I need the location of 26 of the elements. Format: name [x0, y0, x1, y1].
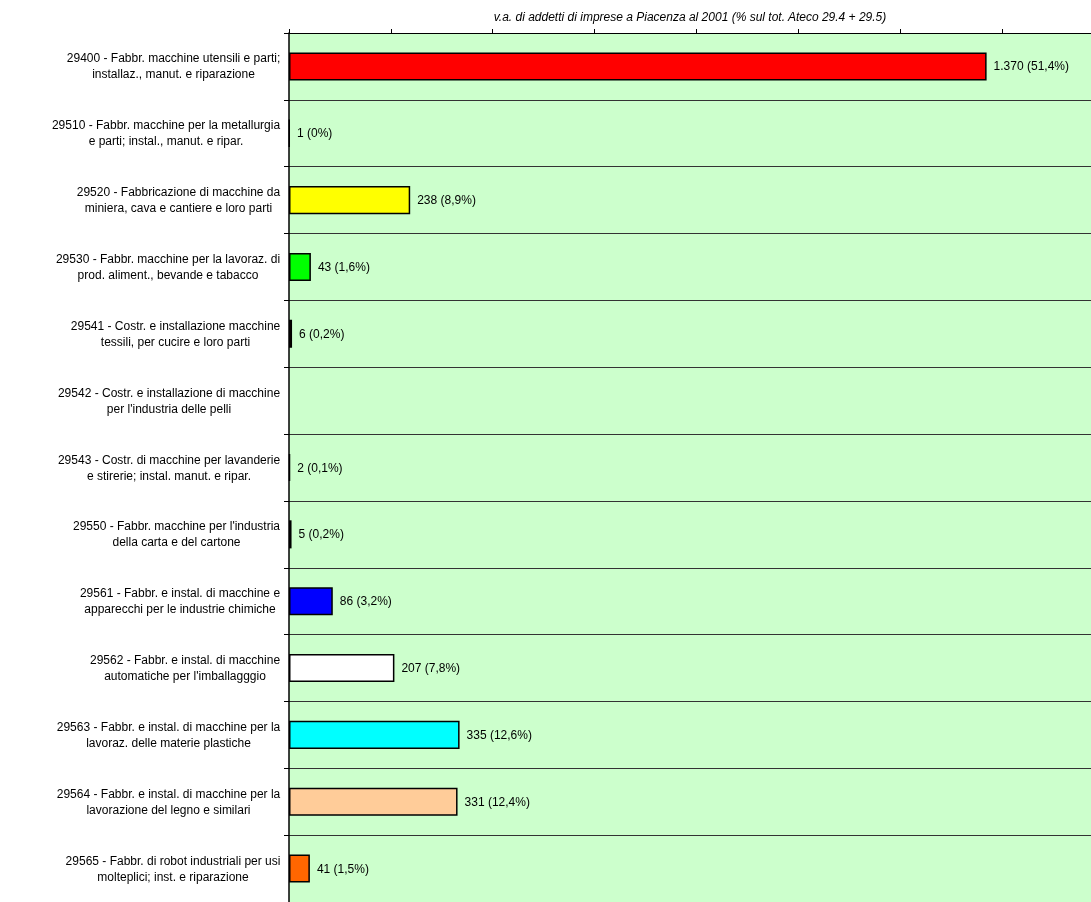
data-label: 238 (8,9%) [417, 193, 476, 208]
data-label: 207 (7,8%) [401, 661, 461, 676]
y-tick-label: 29564 - Fabbr. e instal. di macchine per la lavorazione del legno e similari [56, 786, 281, 817]
y-tick-label: 29520 - Fabbricazione di macchine da miniera, cava e cantiere e loro parti [76, 185, 281, 216]
data-label: 2 (0,1%) [297, 460, 343, 475]
data-label: 6 (0,2%) [299, 326, 345, 341]
y-tick-label: 29562 - Fabbr. e instal. di macchine automatiche per l'imballagggio [89, 653, 281, 684]
y-tick-label: 29510 - Fabbr. macchine per la metallurgia e parti; instal., manut. e ripar. [51, 118, 281, 149]
y-tick-label: 29400 - Fabbr. macchine utensili e parti; installaz., manut. e riparazione [66, 51, 281, 82]
y-tick-label: 29530 - Fabbr. macchine per la lavoraz. di prod. aliment., bevande e tabacco [55, 251, 281, 282]
x-axis-title: v.a. di addetti di imprese a Piacenza al 2001 (% sul tot. Ateco 29.4 + 29.5) [493, 10, 887, 24]
data-label: 1.370 (51,4%) [993, 59, 1069, 74]
y-tick-label: 29541 - Costr. e installazione macchine tessili, per cucire e loro parti [70, 318, 281, 349]
y-tick-label: 29565 - Fabbr. di robot industriali per usi molteplici; inst. e riparazione [65, 853, 281, 884]
data-label: 86 (3,2%) [339, 594, 392, 609]
y-tick-label: 29561 - Fabbr. e instal. di macchine e apparecchi per le industrie chimiche [79, 586, 281, 617]
data-label: 5 (0,2%) [298, 527, 344, 542]
data-label: 335 (12,6%) [466, 727, 532, 742]
y-tick-label: 29542 - Costr. e installazione di macchine per l'industria delle pelli [57, 385, 281, 416]
data-label: 1 (0%) [297, 126, 333, 141]
y-tick-label: 29563 - Fabbr. e instal. di macchine per la lavoraz. delle materie plastiche [56, 719, 281, 750]
y-tick-label: 29550 - Fabbr. macchine per l'industria della carta e del cartone [72, 519, 281, 550]
data-label: 43 (1,6%) [317, 259, 370, 274]
data-label: 41 (1,5%) [316, 861, 369, 876]
y-tick-label: 29543 - Costr. di macchine per lavanderie e stirerie; instal. manut. e ripar. [57, 452, 281, 483]
data-label: 331 (12,4%) [464, 794, 530, 809]
